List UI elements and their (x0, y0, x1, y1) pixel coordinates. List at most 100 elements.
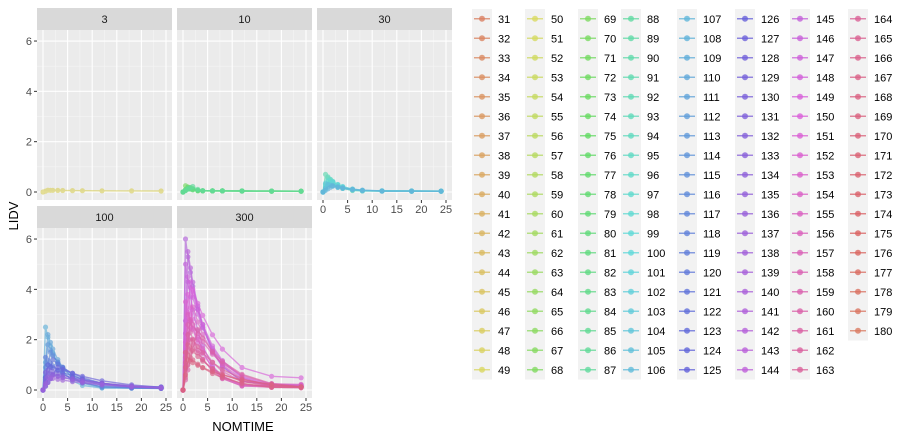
series-line (40, 187, 164, 195)
data-point (359, 187, 365, 193)
data-point (185, 274, 191, 280)
x-tick-label: 25 (160, 402, 172, 414)
x-tick-label: 5 (345, 204, 351, 216)
legend-key-point (855, 191, 861, 198)
legend-label: 66 (551, 326, 563, 338)
legend-label: 31 (498, 14, 510, 26)
panel-10: 10 (177, 8, 312, 200)
legend-label: 152 (816, 150, 834, 162)
legend-entry: 68 (525, 360, 563, 380)
legend-label: 150 (816, 111, 834, 123)
data-point (60, 377, 66, 383)
data-point (187, 316, 193, 323)
legend-label: 75 (604, 131, 616, 143)
legend-label: 81 (604, 248, 616, 260)
legend-key-point (628, 269, 634, 276)
legend-key-point (628, 15, 634, 22)
legend-label: 110 (703, 72, 721, 84)
data-point (45, 332, 51, 338)
legend-entry: 61 (525, 223, 563, 243)
legend-key-point (742, 327, 748, 334)
data-point (190, 360, 196, 366)
data-point (180, 387, 186, 393)
legend-entry: 175 (848, 223, 892, 243)
panel-300: 300 0 5 10 15 20 25 (177, 206, 312, 414)
legend-label: 147 (816, 53, 834, 65)
legend-key-point (532, 35, 538, 42)
legend-label: 180 (874, 326, 892, 338)
legend-entry: 174 (848, 204, 892, 224)
legend-entry: 155 (790, 204, 834, 224)
data-point (55, 364, 61, 370)
data-point (42, 381, 49, 387)
legend-entry: 51 (525, 28, 563, 48)
legend-label: 121 (703, 287, 721, 299)
legend-entry: 63 (525, 262, 563, 282)
x-tick-label: 0 (320, 204, 326, 216)
legend-entry: 111 (677, 87, 720, 107)
legend-label: 140 (761, 287, 779, 299)
data-point (158, 385, 164, 391)
legend-entry: 142 (735, 321, 779, 341)
legend-label: 44 (498, 267, 510, 279)
legend-key-point (855, 15, 861, 22)
legend-key-point (742, 366, 748, 373)
legend-entry: 57 (525, 145, 563, 165)
legend-entry: 35 (472, 87, 510, 107)
legend-label: 103 (647, 306, 665, 318)
legend-entry: 158 (790, 262, 834, 282)
x-tick-label: 15 (251, 402, 263, 414)
legend-entry: 140 (735, 282, 779, 302)
legend-key-point (628, 191, 634, 198)
legend-label: 100 (647, 248, 665, 260)
legend-entry: 103 (621, 301, 665, 321)
data-point (69, 370, 76, 376)
legend-label: 179 (874, 306, 892, 318)
legend-label: 62 (551, 248, 563, 260)
legend-label: 117 (703, 209, 721, 221)
legend-key-point (628, 93, 634, 100)
data-point (42, 324, 49, 330)
legend-label: 115 (703, 170, 721, 182)
legend-key-point (855, 113, 861, 120)
legend-label: 145 (816, 14, 834, 26)
legend-label: 74 (604, 111, 616, 123)
data-point (195, 344, 201, 350)
legend-label: 136 (761, 209, 779, 221)
legend-label: 91 (647, 72, 659, 84)
legend-label: 173 (874, 189, 892, 201)
legend-label: 141 (761, 306, 779, 318)
legend-entry: 97 (621, 184, 659, 204)
strip-label: 100 (95, 212, 113, 224)
data-point (239, 188, 245, 194)
data-point (269, 188, 275, 194)
data-point (200, 365, 206, 371)
legend-entry: 76 (578, 145, 616, 165)
legend-entry: 78 (578, 184, 616, 204)
legend-key-point (628, 54, 634, 61)
legend-label: 123 (703, 326, 721, 338)
data-point (195, 186, 201, 192)
legend-key-point (855, 230, 861, 237)
legend-entry: 83 (578, 282, 616, 302)
legend-key-point (797, 191, 803, 198)
legend-label: 169 (874, 111, 892, 123)
legend-entry: 34 (472, 67, 510, 87)
legend-key-point (532, 249, 538, 256)
data-point (195, 362, 201, 368)
legend-entry: 128 (735, 48, 779, 68)
legend-key-point (479, 171, 485, 178)
legend-entry: 173 (848, 184, 892, 204)
legend-key-point (532, 269, 538, 276)
legend-entry: 44 (472, 262, 510, 282)
legend-entry: 125 (677, 360, 721, 380)
legend-label: 135 (761, 189, 779, 201)
legend-key-point (797, 152, 803, 159)
data-point (349, 186, 356, 192)
legend-key-point (585, 288, 591, 295)
legend-entry: 99 (621, 223, 659, 243)
legend-key-point (684, 230, 690, 237)
legend-entry: 169 (848, 106, 892, 126)
legend-entry: 166 (848, 48, 892, 68)
legend-key-point (742, 230, 748, 237)
